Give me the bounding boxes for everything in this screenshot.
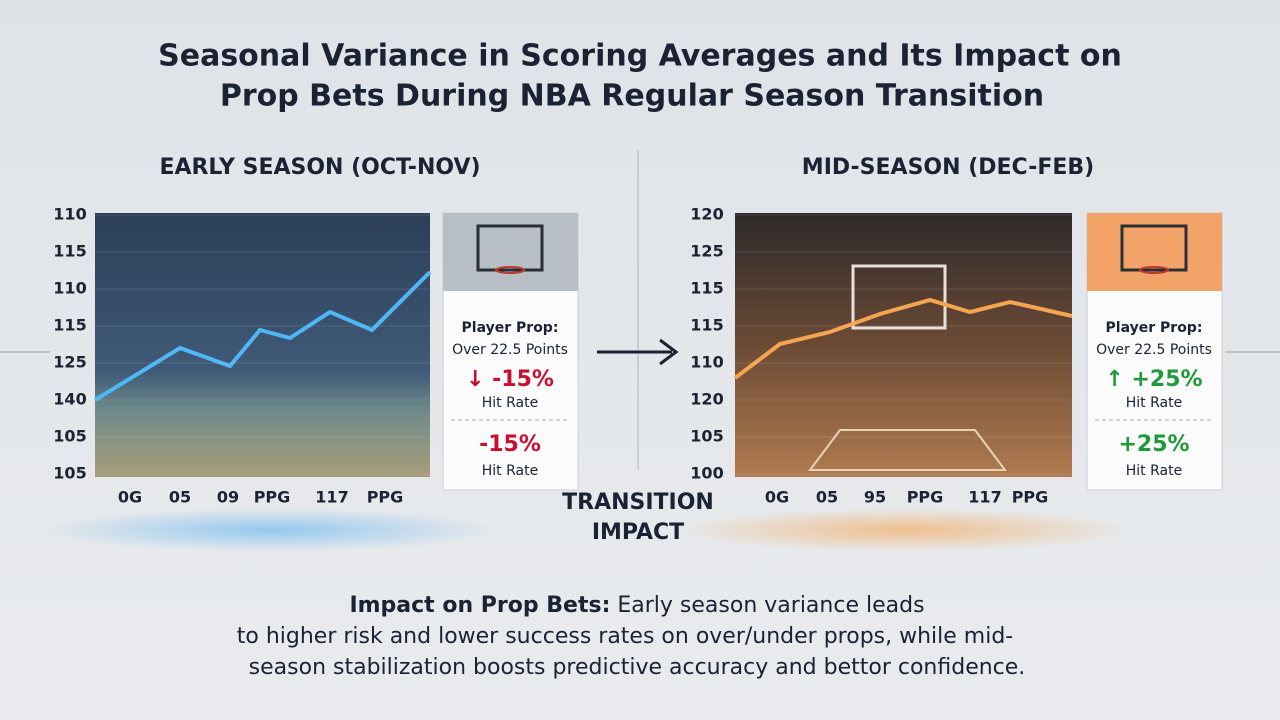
- footer-line: Impact on Prop Bets: Early season varian…: [349, 593, 924, 618]
- x-label: 0G: [118, 488, 142, 507]
- x-label: PPG: [907, 488, 944, 507]
- footer-line: to higher risk and lower success rates o…: [237, 624, 1014, 649]
- x-label: PPG: [254, 488, 291, 507]
- y-label: 110: [53, 279, 86, 298]
- card-rate: Hit Rate: [1126, 463, 1182, 479]
- card-change: ↑ +25%: [1105, 367, 1202, 392]
- panel-heading: MID-SEASON (DEC-FEB): [802, 155, 1094, 180]
- card-line: Over 22.5 Points: [1096, 342, 1212, 358]
- chart-area: [735, 213, 1072, 477]
- y-label: 115: [690, 279, 723, 298]
- trend-line: [93, 270, 432, 402]
- backboard: [1120, 224, 1188, 272]
- glow: [675, 508, 1135, 552]
- title: Prop Bets During NBA Regular Season Tran…: [220, 79, 1044, 114]
- y-label: 140: [53, 390, 86, 409]
- arrow-head: [659, 338, 679, 366]
- y-label: 110: [53, 205, 86, 224]
- y-label: 110: [690, 353, 723, 372]
- card-label: Player Prop:: [462, 320, 559, 336]
- x-label: PPG: [367, 488, 404, 507]
- y-label: 125: [690, 242, 723, 261]
- y-label: 115: [690, 316, 723, 335]
- y-label: 105: [53, 464, 86, 483]
- card-change: +25%: [1118, 432, 1189, 457]
- y-label: 100: [690, 464, 723, 483]
- panel-heading: EARLY SEASON (OCT-NOV): [159, 155, 480, 180]
- x-label: 117: [968, 488, 1001, 507]
- footer-line: season stabilization boosts predictive a…: [249, 655, 1026, 680]
- backboard: [851, 264, 947, 330]
- x-label: 95: [864, 488, 886, 507]
- chart-area: [95, 213, 430, 477]
- card-rate: Hit Rate: [482, 395, 538, 411]
- trend-line: [733, 297, 1073, 380]
- hoop: [495, 266, 525, 274]
- y-label: 120: [690, 390, 723, 409]
- title: Seasonal Variance in Scoring Averages an…: [158, 39, 1122, 74]
- x-label: 117: [315, 488, 348, 507]
- card-label: Player Prop:: [1106, 320, 1203, 336]
- footer-text: Early season variance leads: [610, 593, 924, 618]
- x-label: PPG: [1012, 488, 1049, 507]
- hoop: [1139, 266, 1169, 274]
- x-label: 05: [816, 488, 838, 507]
- glow: [40, 508, 500, 552]
- court-line: [808, 429, 1007, 471]
- y-label: 120: [690, 205, 723, 224]
- transition-label: TRANSITION: [562, 490, 714, 515]
- x-label: 0G: [765, 488, 789, 507]
- x-label: 05: [169, 488, 191, 507]
- y-label: 115: [53, 316, 86, 335]
- card-line: Over 22.5 Points: [452, 342, 568, 358]
- x-label: 09: [217, 488, 239, 507]
- card-rate: Hit Rate: [1126, 395, 1182, 411]
- card-change: -15%: [479, 432, 541, 457]
- y-label: 105: [53, 427, 86, 446]
- y-label: 105: [690, 427, 723, 446]
- card-rate: Hit Rate: [482, 463, 538, 479]
- backboard: [476, 224, 544, 272]
- y-label: 115: [53, 242, 86, 261]
- footer-lead: Impact on Prop Bets:: [349, 593, 610, 618]
- y-label: 125: [53, 353, 86, 372]
- card-change: ↓ -15%: [466, 367, 554, 392]
- transition-label: IMPACT: [592, 520, 684, 545]
